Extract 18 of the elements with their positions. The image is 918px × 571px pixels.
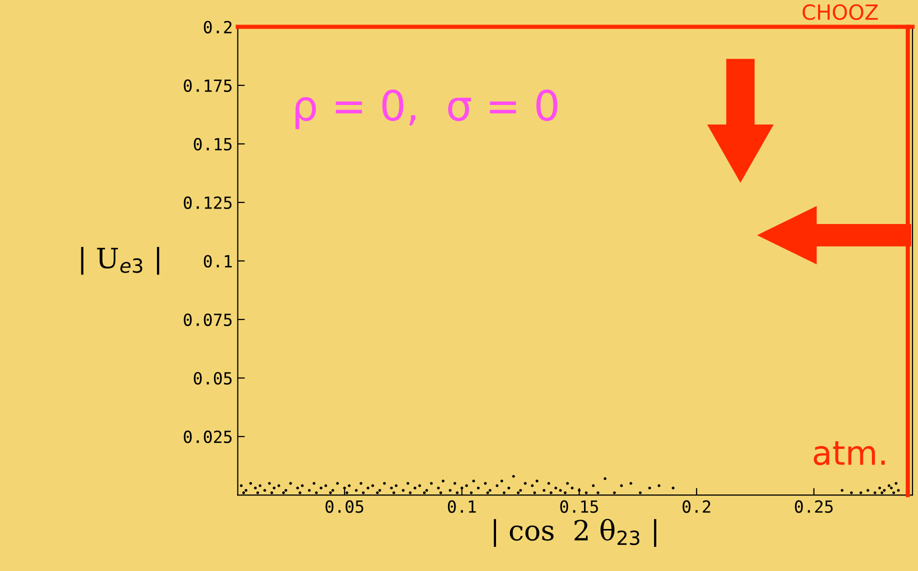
y-tick-label: 0.075 (184, 313, 232, 326)
ref-line-label: CHOOZ (802, 4, 878, 20)
y-tick-label: 0.175 (184, 79, 232, 92)
y-tick-label: 0.15 (194, 138, 232, 151)
x-tick-label: 0.1 (448, 500, 476, 513)
x-tick-label: 0.2 (682, 500, 710, 513)
y-tick-label: 0.05 (194, 372, 232, 385)
annotation: ρ = 0, σ = 0 (296, 90, 558, 130)
y-axis-title: | U$_{e3}$ | (81, 246, 160, 275)
y-tick-label: 0.125 (184, 196, 232, 210)
ref-line-label: atm. (814, 441, 885, 466)
x-tick-label: 0.25 (794, 500, 833, 513)
x-axis-title: | cos 2 θ$_{23}$ | (494, 518, 656, 547)
x-tick-label: 0.15 (560, 500, 598, 513)
y-tick-label: 0.1 (204, 254, 232, 268)
y-tick-label: 0.025 (184, 430, 232, 444)
y-tick-label: 0.2 (204, 20, 232, 34)
x-tick-label: 0.05 (326, 500, 364, 513)
